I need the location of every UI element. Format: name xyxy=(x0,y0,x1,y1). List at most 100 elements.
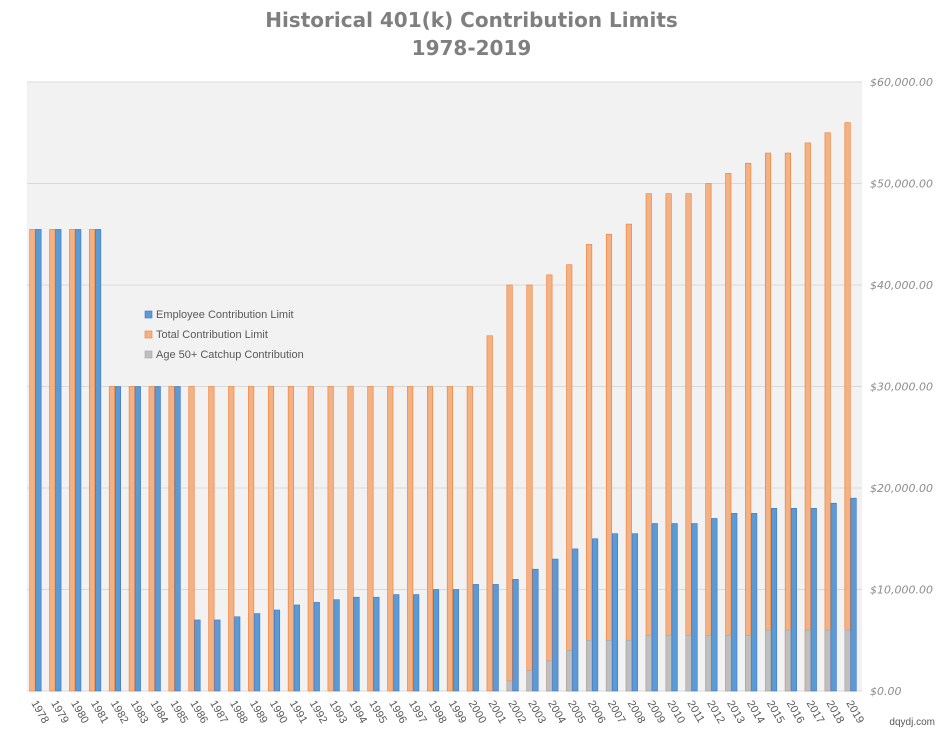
x-tick-label: 1979 xyxy=(48,699,71,726)
total-limit-bar xyxy=(685,193,692,692)
total-limit-bar xyxy=(705,183,712,692)
total-limit-bar xyxy=(745,162,752,692)
total-limit-bar xyxy=(427,386,434,692)
total-limit-bar xyxy=(248,386,255,692)
catchup-bar xyxy=(764,629,772,692)
chart-subtitle: 1978-2019 xyxy=(411,36,532,60)
catchup-bar xyxy=(784,629,791,692)
catchup-bar xyxy=(546,660,553,692)
x-tick-label: 2001 xyxy=(486,699,509,726)
total-limit-bar xyxy=(287,386,294,692)
x-tick-label: 2007 xyxy=(605,699,628,726)
x-tick-label: 1985 xyxy=(168,699,191,726)
total-limit-bar xyxy=(208,386,215,692)
employee-limit-bar xyxy=(234,616,241,692)
catchup-bar xyxy=(685,634,692,692)
employee-limit-bar xyxy=(114,386,122,692)
total-limit-bar xyxy=(108,386,116,692)
employee-limit-bar xyxy=(691,523,698,692)
employee-limit-bar xyxy=(711,518,718,692)
y-tick-label: $10,000.00 xyxy=(870,584,933,597)
employee-limit-bar xyxy=(273,609,281,692)
total-limit-bar xyxy=(29,229,36,692)
x-tick-label: 2002 xyxy=(505,699,528,726)
total-limit-bar xyxy=(824,132,831,692)
employee-limit-bar xyxy=(452,589,459,692)
employee-limit-bar xyxy=(333,599,340,692)
x-tick-label: 2008 xyxy=(625,699,648,726)
catchup-bar xyxy=(705,634,712,692)
employee-limit-bar xyxy=(512,579,519,692)
employee-limit-bar xyxy=(353,596,360,692)
employee-limit-bar xyxy=(313,602,320,692)
employee-limit-bar xyxy=(433,589,440,692)
total-limit-bar xyxy=(645,193,652,692)
employee-limit-bar xyxy=(731,513,738,692)
employee-limit-bar xyxy=(850,497,857,692)
employee-limit-bar xyxy=(830,502,837,692)
x-tick-label: 1993 xyxy=(327,699,350,726)
x-tick-label: 1999 xyxy=(446,699,469,726)
x-tick-label: 2019 xyxy=(843,699,866,726)
employee-limit-bar xyxy=(393,594,400,692)
total-limit-bar xyxy=(586,244,593,692)
employee-limit-bar xyxy=(472,584,479,692)
employee-limit-bar xyxy=(770,507,778,692)
catchup-bar xyxy=(745,634,752,692)
total-limit-bar xyxy=(69,229,76,692)
x-tick-label: 2004 xyxy=(545,699,568,726)
employee-limit-bar xyxy=(552,558,559,692)
employee-limit-bar xyxy=(254,613,261,692)
total-limit-bar xyxy=(128,386,135,692)
y-tick-label: $0.00 xyxy=(870,685,902,698)
employee-limit-bar xyxy=(572,548,579,692)
total-limit-bar xyxy=(526,284,533,692)
x-tick-label: 1978 xyxy=(28,699,51,726)
employee-limit-bar xyxy=(671,523,678,692)
employee-limit-bar xyxy=(293,604,300,692)
employee-limit-bar xyxy=(75,229,82,692)
employee-limit-bar xyxy=(373,596,380,692)
total-limit-bar xyxy=(49,229,56,692)
x-tick-label: 2000 xyxy=(466,699,489,726)
x-tick-label: 2013 xyxy=(724,699,747,726)
x-tick-label: 1995 xyxy=(366,699,389,726)
x-tick-label: 1988 xyxy=(227,699,250,726)
employee-limit-bar xyxy=(134,386,141,692)
employee-limit-bar xyxy=(790,507,797,692)
x-tick-label: 2006 xyxy=(585,699,608,726)
total-limit-bar xyxy=(625,223,632,692)
total-limit-bar xyxy=(307,386,314,692)
x-tick-label: 1990 xyxy=(267,699,290,726)
x-tick-label: 1987 xyxy=(207,699,230,726)
x-axis: 1978197919801981198219831984198519861987… xyxy=(28,699,866,726)
total-limit-bar xyxy=(665,193,672,692)
y-tick-label: $20,000.00 xyxy=(870,482,933,495)
x-tick-label: 1981 xyxy=(88,699,111,726)
total-limit-bar xyxy=(605,233,613,692)
employee-limit-bar xyxy=(810,507,817,692)
y-axis: $0.00 $10,000.00 $20,000.00 $30,000.00 $40,0… xyxy=(870,76,933,698)
total-limit-bar xyxy=(367,386,374,692)
x-tick-label: 1991 xyxy=(287,699,310,726)
catchup-bar xyxy=(526,670,533,692)
employee-limit-bar xyxy=(95,229,102,692)
y-tick-label: $50,000.00 xyxy=(870,178,933,191)
catchup-bar xyxy=(844,629,851,692)
total-limit-bar xyxy=(407,386,414,692)
catchup-bar xyxy=(586,639,593,692)
total-limit-bar xyxy=(506,284,513,692)
x-tick-label: 2011 xyxy=(684,699,706,725)
employee-limit-bar xyxy=(35,229,42,692)
employee-limit-bar xyxy=(611,533,619,692)
x-tick-label: 2012 xyxy=(704,699,727,726)
employee-limit-bar xyxy=(592,538,599,692)
total-limit-bar xyxy=(188,386,195,692)
bars xyxy=(29,122,857,692)
x-tick-label: 1983 xyxy=(128,699,151,726)
legend-label: Total Contribution Limit xyxy=(156,329,268,341)
total-limit-bar xyxy=(546,274,553,692)
catchup-bar xyxy=(625,639,632,692)
total-limit-bar xyxy=(387,386,394,692)
total-limit-bar xyxy=(764,152,772,692)
